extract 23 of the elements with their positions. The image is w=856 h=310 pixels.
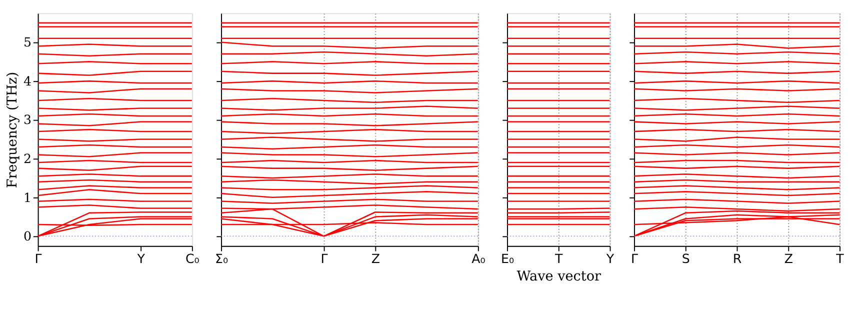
x-tick-label: R	[732, 250, 742, 266]
x-tick-label: Σ₀	[215, 250, 228, 266]
y-tick-label: 0	[23, 228, 32, 244]
x-tick-label: Γ	[630, 250, 638, 266]
x-tick-label: Γ	[34, 250, 42, 266]
x-tick-label: Z	[784, 250, 794, 266]
x-axis-title: Wave vector	[516, 268, 602, 284]
y-tick-label: 4	[23, 73, 32, 88]
x-tick-label: T	[554, 250, 564, 266]
x-tick-label: T	[835, 250, 844, 266]
x-tick-label: E₀	[500, 250, 514, 266]
y-axis-title: Frequency (THz)	[4, 72, 21, 188]
y-tick-label: 2	[23, 150, 32, 166]
x-tick-label: Z	[371, 250, 380, 266]
y-tick-label: 3	[23, 112, 32, 128]
x-tick-label: Γ	[320, 250, 328, 266]
x-tick-label: Y	[136, 250, 146, 266]
x-tick-label: Y	[605, 250, 614, 266]
y-tick-label: 1	[23, 190, 32, 205]
x-tick-label: C₀	[186, 250, 200, 266]
x-tick-label: S	[682, 250, 690, 266]
x-tick-label: A₀	[472, 250, 486, 266]
y-tick-label: 5	[23, 34, 32, 50]
